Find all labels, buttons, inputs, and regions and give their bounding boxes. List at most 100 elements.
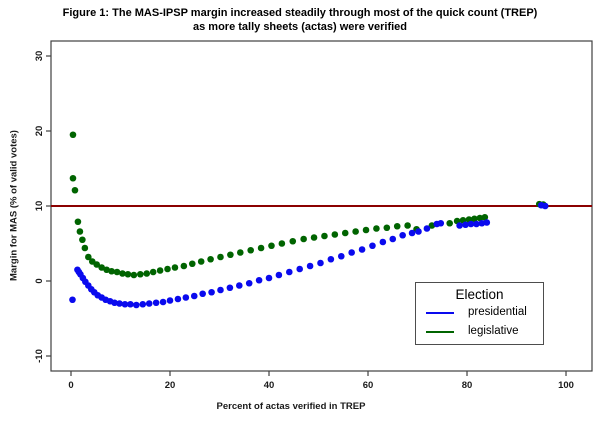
x-tick-label: 100 [558, 380, 574, 391]
data-point-presidential [408, 229, 416, 237]
data-point-presidential [369, 242, 376, 250]
legend-item-presidential: presidential [416, 303, 543, 322]
data-point-legislative [217, 253, 224, 261]
data-point-presidential [208, 288, 215, 296]
y-tick-label: 10 [34, 201, 45, 212]
data-point-presidential [127, 300, 134, 308]
data-point-presidential [389, 235, 397, 243]
data-point-presidential [199, 290, 206, 298]
data-point-presidential [462, 221, 469, 229]
x-tick-label: 40 [264, 380, 275, 391]
data-point-legislative [98, 264, 105, 271]
data-point-presidential [236, 282, 243, 289]
data-point-legislative [257, 244, 265, 252]
data-point-presidential [275, 271, 283, 279]
data-point-legislative [310, 234, 318, 241]
data-point-presidential [296, 265, 303, 273]
data-point-legislative [278, 240, 286, 247]
data-point-presidential [415, 228, 422, 235]
data-point-presidential [456, 222, 463, 229]
data-point-presidential [478, 219, 486, 227]
data-point-presidential [139, 300, 147, 308]
data-point-legislative [156, 267, 164, 274]
data-point-presidential [265, 274, 273, 282]
data-point-legislative [164, 265, 171, 273]
data-point-legislative [76, 228, 84, 235]
data-point-presidential [116, 300, 123, 307]
data-point-presidential [145, 300, 153, 307]
data-point-legislative [85, 253, 92, 261]
data-point-legislative [404, 222, 411, 229]
data-point-legislative [119, 270, 126, 277]
x-tick-label: 20 [165, 380, 176, 391]
y-tick-label: -10 [34, 349, 45, 363]
data-point-legislative [71, 186, 79, 194]
data-point-legislative [108, 267, 115, 275]
data-point-legislative [476, 214, 484, 222]
data-point-presidential [358, 246, 366, 253]
data-point-legislative [197, 258, 205, 265]
data-point-legislative [289, 237, 297, 245]
data-point-legislative [93, 261, 101, 268]
data-point-presidential [306, 262, 314, 270]
data-point-presidential [133, 301, 140, 309]
data-point-presidential [245, 279, 253, 287]
data-point-presidential [473, 220, 480, 228]
legend-item-legislative: legislative [416, 322, 543, 341]
data-point-legislative [207, 255, 214, 263]
data-point-presidential [159, 298, 167, 306]
data-point-presidential [399, 231, 406, 239]
data-point-legislative [149, 268, 157, 276]
figure-title: Figure 1: The MAS-IPSP margin increased … [0, 6, 600, 34]
data-point-presidential [541, 202, 549, 210]
data-point-presidential [121, 300, 129, 308]
x-tick-label: 80 [462, 380, 473, 391]
data-point-legislative [446, 219, 453, 227]
data-point-legislative [268, 242, 275, 250]
data-point-presidential [423, 225, 431, 232]
data-point-legislative [130, 271, 138, 279]
y-axis-label: Margin for MAS (% of valid votes) [8, 130, 20, 281]
data-point-presidential [166, 297, 174, 304]
data-point-legislative [373, 225, 380, 232]
figure-title-line1: Figure 1: The MAS-IPSP margin increased … [62, 7, 538, 19]
data-point-presidential [437, 219, 445, 227]
data-point-legislative [362, 226, 370, 234]
data-point-presidential [174, 295, 182, 303]
data-point-presidential [379, 238, 387, 246]
data-point-legislative [171, 264, 179, 271]
data-point-legislative [471, 215, 478, 223]
data-point-legislative [69, 131, 77, 139]
y-tick-label: 0 [34, 278, 45, 283]
legend-item-label: presidential [468, 306, 527, 318]
y-tick-label: 20 [34, 126, 45, 137]
data-point-presidential [182, 294, 190, 301]
data-point-legislative [180, 262, 188, 270]
data-point-legislative [188, 260, 196, 268]
legend-item-label: legislative [468, 325, 519, 337]
data-point-presidential [255, 276, 263, 284]
data-point-legislative [341, 229, 349, 237]
data-point-presidential [152, 299, 160, 307]
data-point-presidential [337, 252, 345, 260]
data-point-legislative [79, 236, 86, 244]
y-tick-label: 30 [34, 51, 45, 62]
legend-line-presidential-icon [426, 311, 454, 314]
data-point-legislative [481, 213, 489, 221]
x-tick-label: 60 [363, 380, 374, 391]
data-point-legislative [74, 218, 82, 226]
data-point-legislative [300, 235, 307, 243]
data-point-legislative [143, 270, 151, 277]
data-point-legislative [383, 224, 391, 232]
data-point-presidential [285, 268, 293, 276]
x-axis-label: Percent of actas verified in TREP [216, 401, 366, 412]
data-point-legislative [247, 246, 254, 254]
legend-title: Election [455, 287, 504, 302]
data-point-legislative [69, 174, 77, 182]
data-point-legislative [137, 270, 144, 278]
data-point-legislative [124, 270, 132, 278]
data-point-presidential [217, 286, 224, 294]
data-point-presidential [327, 255, 335, 263]
legend-box: Election presidential legislative [415, 282, 544, 345]
